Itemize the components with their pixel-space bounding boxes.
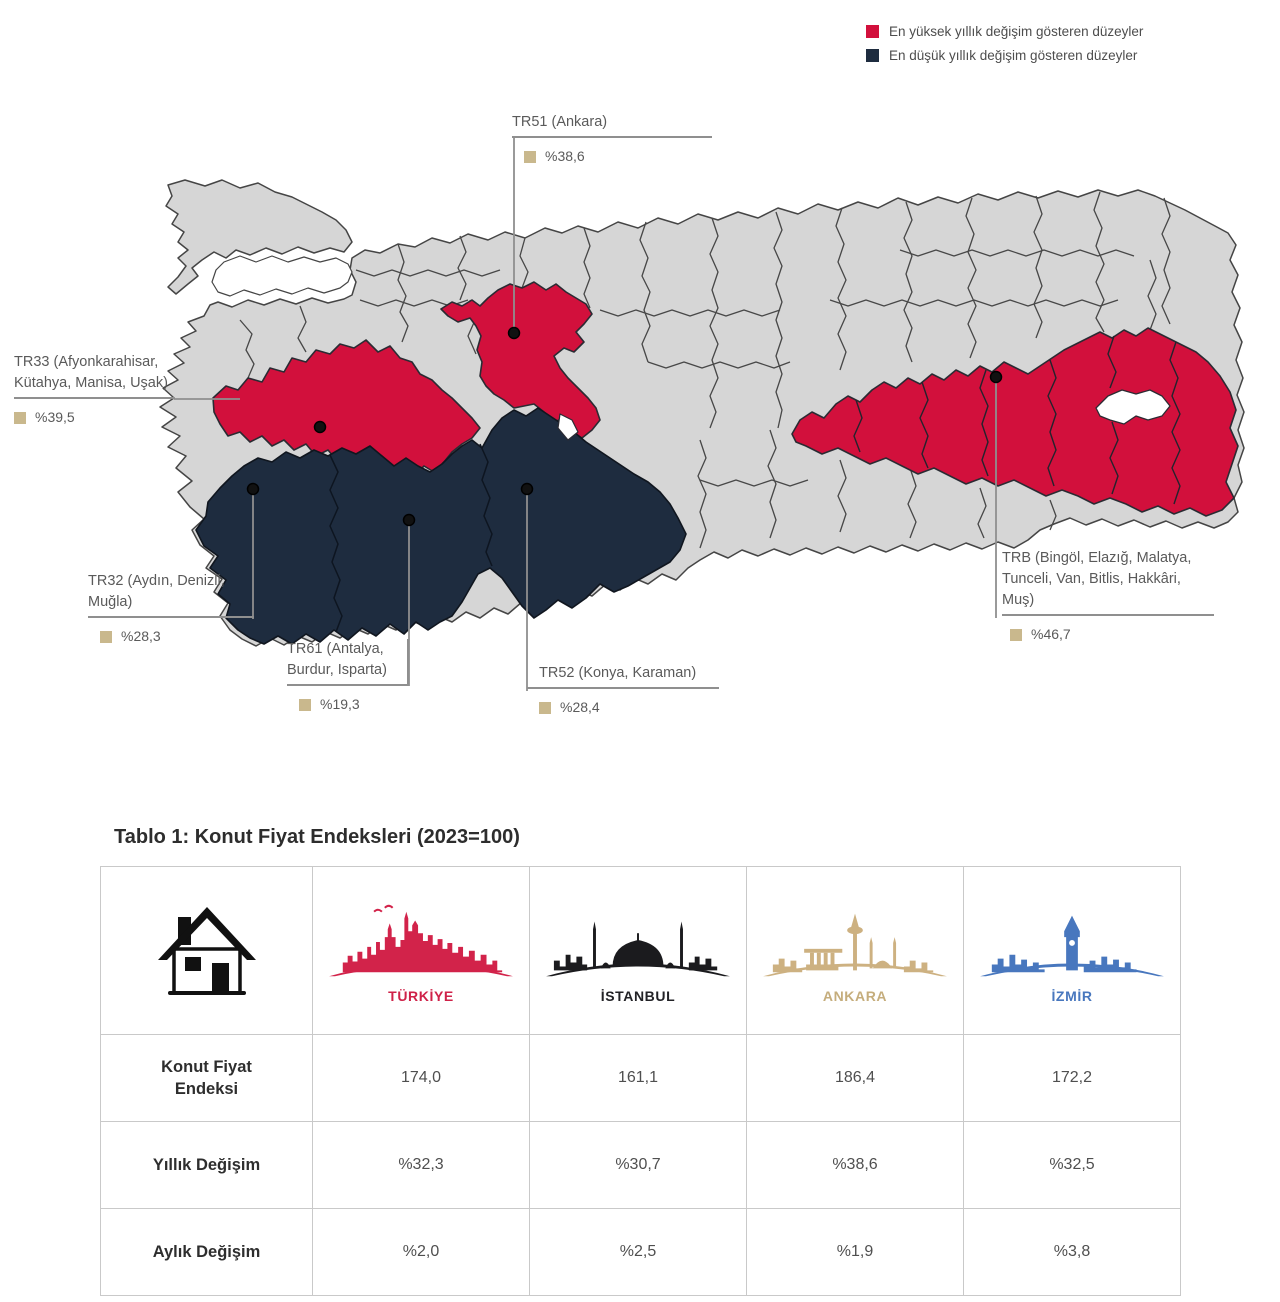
callout-value: %38,6 <box>545 148 585 164</box>
legend-item-lowest: En düşük yıllık değişim gösteren düzeyle… <box>866 48 1143 63</box>
index-table: TÜRKİYE İSTANBUL <box>100 866 1181 1296</box>
table-cell-value: 172,2 <box>964 1035 1181 1122</box>
callout-value: %39,5 <box>35 409 75 425</box>
istanbul-skyline-icon <box>546 920 730 976</box>
tuz-lake <box>557 413 579 441</box>
marker-tr52 <box>520 482 534 496</box>
table-cell-value: %3,8 <box>964 1209 1181 1296</box>
table-cell-value: %30,7 <box>530 1122 747 1209</box>
callout-tr52: TR52 (Konya, Karaman) %28,4 <box>527 663 719 718</box>
table-cell-value: %38,6 <box>747 1122 964 1209</box>
table-cell-value: %1,9 <box>747 1209 964 1296</box>
callout-tr33: TR33 (Afyonkarahisar, Kütahya, Manisa, U… <box>14 352 174 428</box>
table-cell-value: 186,4 <box>747 1035 964 1122</box>
legend-label: En düşük yıllık değişim gösteren düzeyle… <box>889 48 1138 63</box>
marker-trb <box>989 370 1003 384</box>
callout-tr51: TR51 (Ankara) %38,6 <box>512 112 712 167</box>
row-label-konut-fiyat-endeksi: Konut Fiyat Endeksi <box>101 1035 313 1122</box>
callout-value: %19,3 <box>320 696 360 712</box>
region-tr32-tr61-tr52 <box>195 407 687 645</box>
callout-tr61: TR61 (Antalya, Burdur, Isparta) %19,3 <box>287 639 409 715</box>
column-label-ankara: ANKARA <box>822 987 888 1004</box>
marker-tr51 <box>507 326 521 340</box>
callout-title: TR51 (Ankara) <box>512 112 712 138</box>
table-cell-value: %2,0 <box>313 1209 530 1296</box>
table-title: Tablo 1: Konut Fiyat Endeksleri (2023=10… <box>114 826 520 848</box>
table-header-istanbul: İSTANBUL <box>530 867 747 1035</box>
ankara-skyline-icon <box>763 913 947 976</box>
callout-value: %28,4 <box>560 699 600 715</box>
callout-title: TR33 (Afyonkarahisar, Kütahya, Manisa, U… <box>14 352 174 399</box>
callout-title: TR61 (Antalya, Burdur, Isparta) <box>287 639 409 686</box>
value-swatch-icon <box>539 701 551 714</box>
lake-van <box>1095 389 1171 425</box>
legend-swatch-red <box>866 25 879 38</box>
callout-trb: TRB (Bingöl, Elazığ, Malatya, Tunceli, V… <box>1002 548 1214 645</box>
map-legend: En yüksek yıllık değişim gösteren düzeyl… <box>866 24 1143 72</box>
row-label-aylik-degisim: Aylık Değişim <box>101 1209 313 1296</box>
callout-value: %28,3 <box>121 628 161 644</box>
callout-value-row: %28,4 <box>539 697 719 718</box>
marker-tr33 <box>313 420 327 434</box>
marker-tr32 <box>246 482 260 496</box>
value-swatch-icon <box>100 630 112 643</box>
table-header-house <box>101 867 313 1035</box>
callout-value: %46,7 <box>1031 626 1071 642</box>
marker-tr61 <box>402 513 416 527</box>
value-swatch-icon <box>299 698 311 711</box>
value-swatch-icon <box>14 411 26 424</box>
column-label-izmir: İZMİR <box>1051 987 1093 1004</box>
legend-item-highest: En yüksek yıllık değişim gösteren düzeyl… <box>866 24 1143 39</box>
izmir-skyline-icon <box>980 915 1164 976</box>
navy-internal-borders <box>329 443 493 633</box>
callout-value-row: %46,7 <box>1010 624 1214 645</box>
callout-title: TR52 (Konya, Karaman) <box>527 663 719 689</box>
region-tr33 <box>212 339 481 479</box>
table-cell-value: 174,0 <box>313 1035 530 1122</box>
callout-title: TRB (Bingöl, Elazığ, Malatya, Tunceli, V… <box>1002 548 1214 616</box>
callout-value-row: %38,6 <box>524 146 712 167</box>
table-cell-value: %32,5 <box>964 1122 1181 1209</box>
callout-value-row: %28,3 <box>100 626 254 647</box>
region-trb <box>791 327 1239 517</box>
legend-swatch-navy <box>866 49 879 62</box>
table-cell-value: %2,5 <box>530 1209 747 1296</box>
callout-title: TR32 (Aydın, Denizli, Muğla) <box>88 571 254 618</box>
house-icon <box>157 906 256 995</box>
table-header-izmir: İZMİR <box>964 867 1181 1035</box>
region-thrace <box>165 179 353 295</box>
legend-label: En yüksek yıllık değişim gösteren düzeyl… <box>889 24 1144 39</box>
callout-value-row: %19,3 <box>299 694 409 715</box>
trb-internal-borders <box>853 335 1181 505</box>
region-tr51 <box>440 281 601 439</box>
callout-tr32: TR32 (Aydın, Denizli, Muğla) %28,3 <box>88 571 254 647</box>
table-cell-value: 161,1 <box>530 1035 747 1122</box>
value-swatch-icon <box>1010 628 1022 641</box>
table-cell-value: %32,3 <box>313 1122 530 1209</box>
column-label-istanbul: İSTANBUL <box>600 987 676 1004</box>
value-swatch-icon <box>524 150 536 163</box>
callout-value-row: %39,5 <box>14 407 174 428</box>
column-label-turkiye: TÜRKİYE <box>388 987 454 1004</box>
table-header-turkiye: TÜRKİYE <box>313 867 530 1035</box>
turkey-map <box>159 137 1245 691</box>
region-markers <box>246 326 1003 527</box>
row-label-yillik-degisim: Yıllık Değişim <box>101 1122 313 1209</box>
callout-lines <box>174 137 997 691</box>
table-header-ankara: ANKARA <box>747 867 964 1035</box>
marmara-sea <box>211 255 353 297</box>
turkiye-skyline-icon <box>329 904 513 976</box>
